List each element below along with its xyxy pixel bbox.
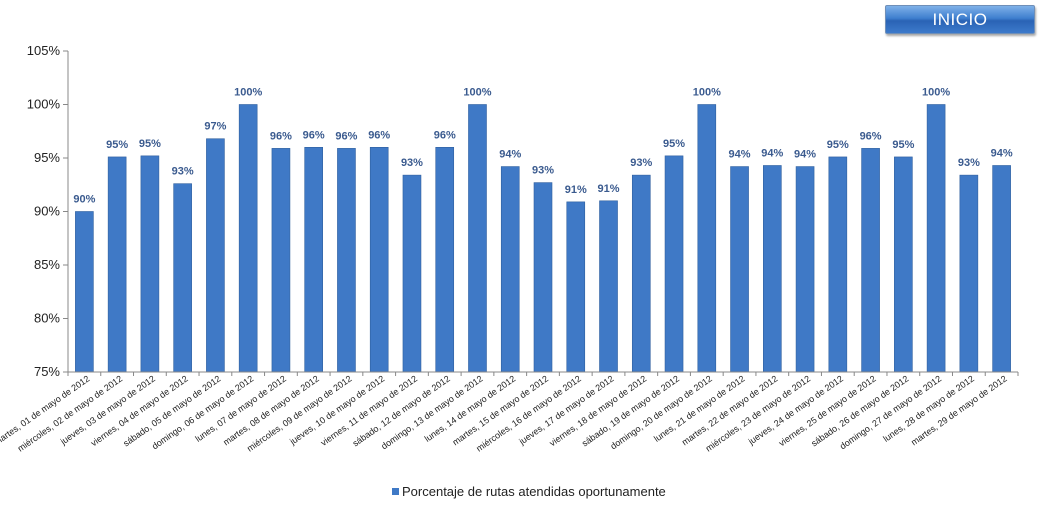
data-label: 94% [991, 147, 1013, 159]
data-label: 97% [204, 121, 226, 133]
data-label: 94% [761, 147, 783, 159]
bar [75, 211, 94, 373]
y-tick-label: 90% [34, 204, 60, 219]
data-label: 95% [106, 139, 128, 151]
bar [763, 165, 782, 373]
bar [369, 147, 389, 373]
bar [664, 155, 684, 373]
bar [992, 165, 1011, 373]
data-label: 94% [794, 149, 816, 161]
bar [402, 174, 422, 373]
bar [959, 174, 979, 373]
bar [271, 148, 291, 373]
bar [894, 156, 913, 373]
data-label: 95% [139, 138, 161, 150]
data-label: 100% [922, 87, 950, 99]
bar [926, 104, 946, 373]
legend-swatch [392, 488, 399, 495]
data-label: 95% [827, 139, 849, 151]
bar [500, 166, 520, 373]
y-axis: 75% 80% 85% 90% 95% 100% 105% [27, 43, 69, 379]
inicio-button[interactable]: INICIO [885, 5, 1035, 34]
y-tick-label: 95% [34, 150, 60, 165]
y-tick-label: 80% [34, 311, 60, 326]
data-label: 91% [598, 183, 620, 195]
data-label: 95% [663, 138, 685, 150]
data-label: 96% [434, 129, 456, 141]
data-label: 96% [270, 130, 292, 142]
bar [861, 148, 880, 373]
data-label: 93% [172, 166, 194, 178]
bars [75, 104, 1011, 373]
bar [697, 104, 717, 373]
bar [304, 147, 323, 373]
data-label: 90% [73, 194, 95, 206]
data-label: 96% [368, 129, 390, 141]
bar [206, 138, 225, 373]
data-label: 96% [335, 130, 357, 142]
bar [795, 166, 815, 373]
y-tick-label: 85% [34, 257, 60, 272]
bar [533, 182, 553, 373]
bar [468, 104, 487, 373]
bar [631, 174, 651, 373]
y-tick-label: 105% [27, 43, 61, 58]
data-label: 94% [729, 149, 751, 161]
bar [828, 156, 848, 373]
bar [238, 104, 258, 373]
data-labels: 90% 95% 95% 93% 97% 100% 96% 96% 96% 96% 93% 96% 100… [73, 87, 1012, 206]
bar [107, 156, 127, 373]
data-label: 93% [958, 157, 980, 169]
bar [140, 155, 160, 373]
data-label: 93% [401, 157, 423, 169]
data-label: 100% [693, 87, 721, 99]
y-tick-label: 75% [34, 364, 60, 379]
data-label: 93% [630, 157, 652, 169]
y-tick-label: 100% [27, 97, 61, 112]
legend: Porcentaje de rutas atendidas oportuname… [392, 484, 666, 499]
data-label: 93% [532, 165, 554, 177]
bar [173, 183, 192, 373]
bar [566, 201, 586, 373]
bar [730, 166, 749, 373]
legend-label: Porcentaje de rutas atendidas oportuname… [402, 484, 666, 499]
data-label: 96% [303, 129, 325, 141]
data-label: 91% [565, 184, 587, 196]
data-label: 100% [463, 87, 491, 99]
data-label: 100% [234, 87, 262, 99]
data-label: 94% [499, 149, 521, 161]
bar [337, 148, 356, 373]
bar [599, 200, 618, 373]
bar [435, 147, 455, 373]
data-label: 95% [892, 139, 914, 151]
data-label: 96% [860, 130, 882, 142]
